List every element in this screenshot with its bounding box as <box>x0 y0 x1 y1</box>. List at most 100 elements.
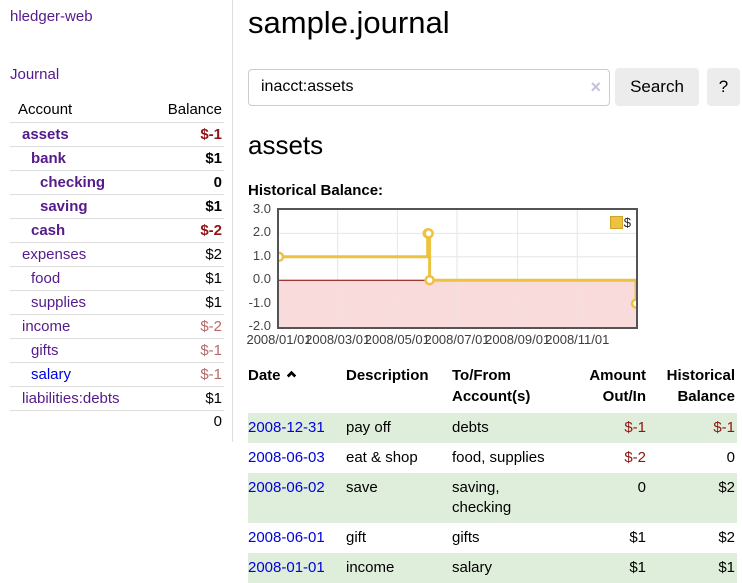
y-tick-label: 2.0 <box>252 224 271 240</box>
y-tick-label: 0.0 <box>252 271 271 287</box>
register-description: save <box>346 479 378 496</box>
account-row: liabilities:debts $1 <box>10 386 224 411</box>
y-tick-label: 3.0 <box>252 201 271 216</box>
account-balance: $-2 <box>151 314 224 339</box>
page-title: sample.journal <box>248 5 450 40</box>
account-row: expenses $2 <box>10 242 224 267</box>
balance-chart: 3.0 2.0 1.0 0.0 -1.0 -2.0 $ 2008/01/01 2008/03… <box>246 201 742 348</box>
account-link[interactable]: cash <box>31 221 66 239</box>
register-column-balance: Historical Balance <box>666 367 735 405</box>
register-date-link[interactable]: 2008-06-03 <box>248 449 325 466</box>
accounts-column-balance: Balance <box>151 98 224 123</box>
y-tick-label: -1.0 <box>248 294 271 310</box>
y-tick-label: -2.0 <box>248 318 271 333</box>
register-column-date[interactable]: Date <box>248 363 346 413</box>
register-accounts: debts <box>452 419 489 436</box>
legend-label: $ <box>623 215 631 230</box>
sidebar: hledger-web Journal Account Balance asse… <box>0 0 233 442</box>
help-button[interactable]: ? <box>707 68 740 106</box>
account-balance: $1 <box>151 146 224 171</box>
register-column-accounts: To/From Account(s) <box>452 367 531 405</box>
chart-title: Historical Balance: <box>248 182 384 199</box>
account-balance: $1 <box>151 290 224 315</box>
app-title-link[interactable]: hledger-web <box>10 8 93 25</box>
search-input[interactable] <box>248 68 610 106</box>
account-row: salary $-1 <box>10 362 224 387</box>
account-heading: assets <box>248 130 324 160</box>
register-date-link[interactable]: 2008-06-01 <box>248 529 325 546</box>
account-row: bank $1 <box>10 146 224 171</box>
register-description: eat & shop <box>346 449 418 466</box>
accounts-total-row: 0 <box>10 409 224 432</box>
account-balance: $1 <box>151 266 224 291</box>
account-row: income $-2 <box>10 314 224 339</box>
sort-ascending-icon <box>286 370 296 381</box>
y-tick-label: 1.0 <box>252 247 271 263</box>
account-link[interactable]: gifts <box>31 341 59 359</box>
register-balance: $1 <box>718 559 735 576</box>
account-row: supplies $1 <box>10 290 224 315</box>
search-button[interactable]: Search <box>615 68 699 106</box>
register-amount: $-1 <box>624 419 646 436</box>
accounts-table: Account Balance assets $-1 bank $1 check… <box>10 98 224 432</box>
register-description: pay off <box>346 419 391 436</box>
main-content: sample.journal × Search ? assets Histori… <box>246 0 742 583</box>
account-row: saving $1 <box>10 194 224 219</box>
register-column-date-label: Date <box>248 367 281 384</box>
register-amount: $1 <box>629 529 646 546</box>
chart-legend: $ <box>609 215 631 230</box>
account-link[interactable]: liabilities:debts <box>22 389 120 407</box>
x-tick-label: 2008/03/01 <box>305 332 371 347</box>
register-column-amount: Amount Out/In <box>589 367 646 405</box>
account-balance: $-1 <box>151 122 224 147</box>
account-balance: $2 <box>151 242 224 267</box>
register-accounts: food, supplies <box>452 449 545 466</box>
register-description: gift <box>346 529 367 546</box>
chart-x-axis: 2008/01/01 2008/03/01 2008/05/01 2008/07/01… <box>246 332 636 348</box>
register-accounts: saving, checking <box>452 479 512 516</box>
register-date-link[interactable]: 2008-12-31 <box>248 419 325 436</box>
account-link[interactable]: bank <box>31 149 67 167</box>
total-balance: 0 <box>151 409 224 432</box>
register-date-link[interactable]: 2008-01-01 <box>248 559 325 576</box>
register-column-description: Description <box>346 367 429 384</box>
register-description: income <box>346 559 395 576</box>
register-header-row: Date Description To/From Account(s) Amou… <box>248 363 737 413</box>
search-row: × Search ? <box>248 68 742 106</box>
register-row: 2008-12-31 pay off debts $-1 $-1 <box>248 413 737 443</box>
clear-search-icon[interactable]: × <box>590 76 601 97</box>
register-balance: $2 <box>718 529 735 546</box>
account-row: food $1 <box>10 266 224 291</box>
account-link[interactable]: supplies <box>31 293 87 311</box>
register-row: 2008-06-03 eat & shop food, supplies $-2… <box>248 443 737 473</box>
account-link[interactable]: expenses <box>22 245 87 263</box>
account-link[interactable]: food <box>31 269 61 287</box>
account-link[interactable]: salary <box>31 365 72 383</box>
account-balance: $-1 <box>151 362 224 387</box>
x-tick-label: 2008/05/01 <box>364 332 430 347</box>
search-box: × <box>248 68 610 106</box>
account-link[interactable]: checking <box>40 173 106 191</box>
account-balance: $-1 <box>151 338 224 363</box>
register-row: 2008-01-01 income salary $1 $1 <box>248 553 737 583</box>
total-spacer <box>10 409 152 432</box>
account-link[interactable]: income <box>22 317 71 335</box>
register-amount: $-2 <box>624 449 646 466</box>
account-link[interactable]: assets <box>22 125 69 143</box>
register-balance: $2 <box>718 479 735 496</box>
account-balance: $1 <box>151 386 224 411</box>
accounts-header-row: Account Balance <box>10 98 224 123</box>
account-row: checking 0 <box>10 170 224 195</box>
account-link[interactable]: saving <box>40 197 88 215</box>
register-table: Date Description To/From Account(s) Amou… <box>248 363 737 583</box>
account-row: cash $-2 <box>10 218 224 243</box>
nav-journal-link[interactable]: Journal <box>10 66 60 83</box>
register-date-link[interactable]: 2008-06-02 <box>248 479 325 496</box>
x-tick-label: 2008/09/01 <box>485 332 551 347</box>
account-balance: $1 <box>151 194 224 219</box>
register-accounts: gifts <box>452 529 480 546</box>
x-tick-label: 2008/11/01 <box>545 332 610 347</box>
register-accounts: salary <box>452 559 493 576</box>
legend-swatch-icon <box>609 216 623 229</box>
register-row: 2008-06-02 save saving, checking 0 $2 <box>248 473 737 523</box>
